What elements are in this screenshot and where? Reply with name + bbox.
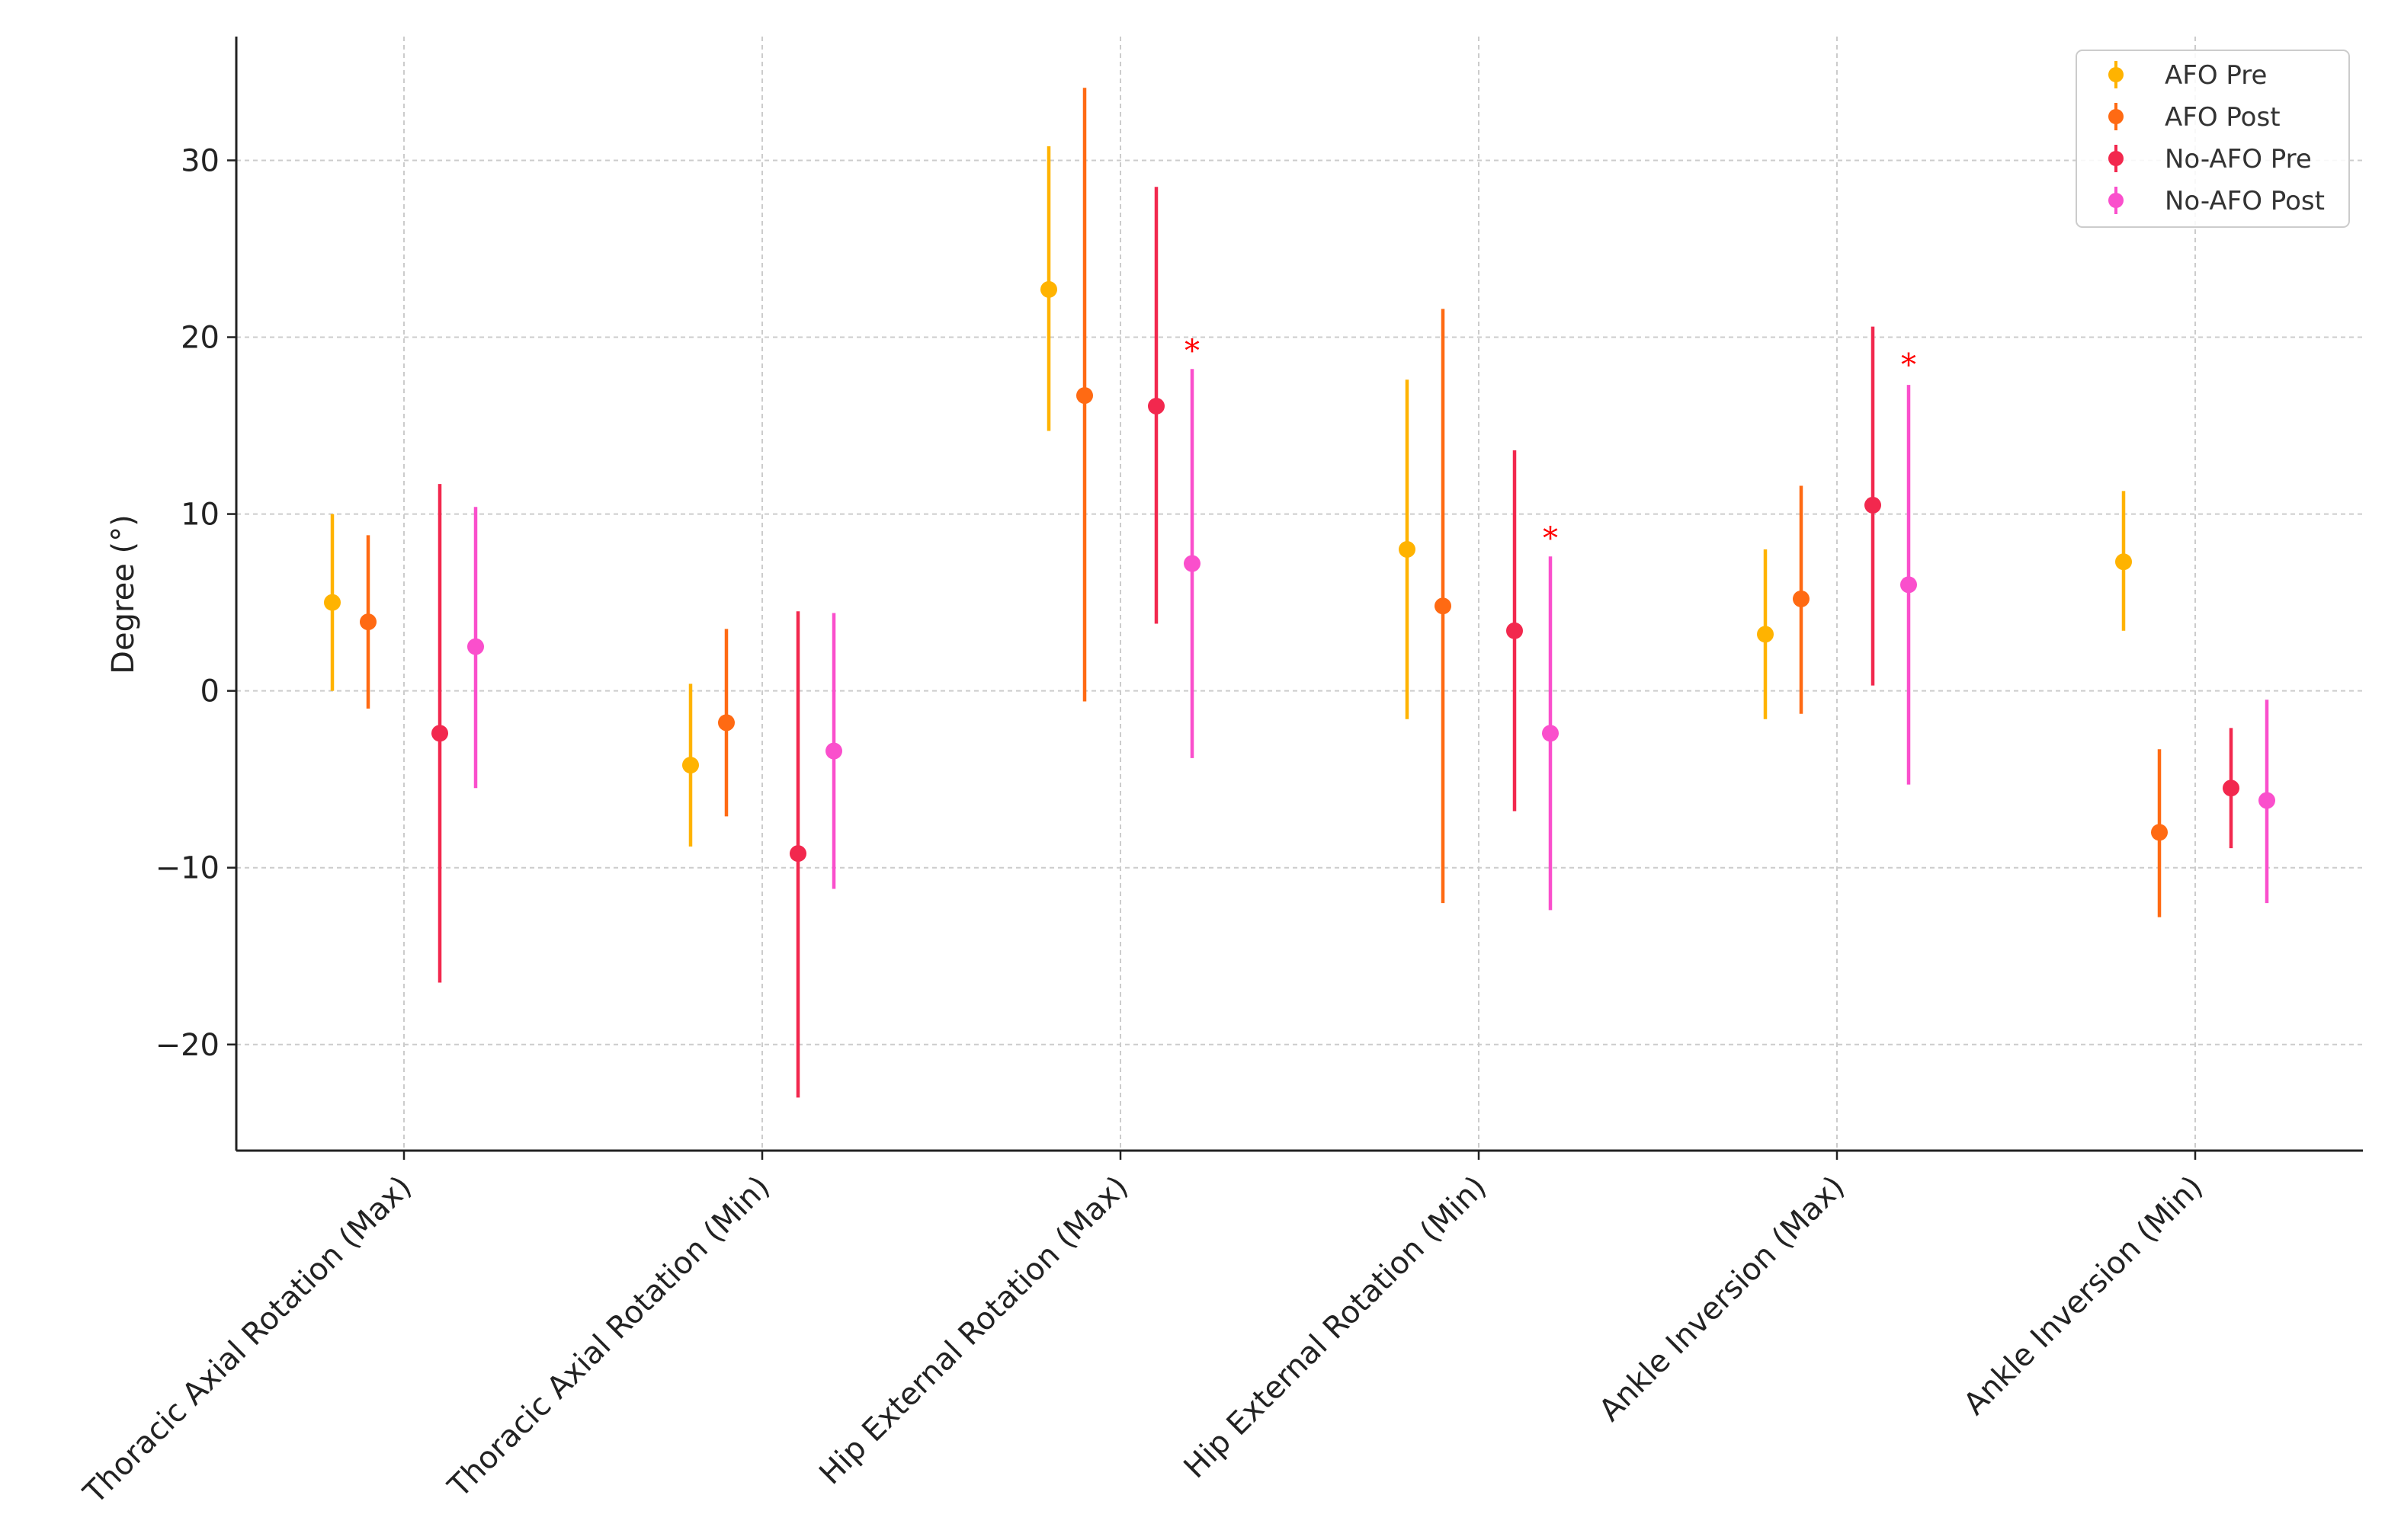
series-no-afo-post [467, 369, 2275, 911]
data-point [1435, 597, 1451, 615]
data-point [790, 845, 806, 863]
data-point [467, 638, 484, 655]
y-tick-label: 10 [181, 498, 220, 533]
x-category-labels: Thoracic Axial Rotation (Max) Thoracic Ax… [76, 1170, 2210, 1512]
data-point [324, 594, 341, 611]
data-point [682, 757, 699, 774]
data-point [2151, 824, 2168, 841]
data-point [360, 613, 377, 631]
significance-marker: * [1901, 347, 1916, 383]
data-point [2223, 780, 2239, 797]
significance-marker: * [1184, 334, 1200, 369]
x-category-label: Thoracic Axial Rotation (Max) [76, 1170, 418, 1512]
y-axis-title: Degree (°) [106, 514, 141, 674]
legend-label: AFO Post [2165, 102, 2281, 133]
data-point [1148, 398, 1165, 415]
data-point [1399, 540, 1415, 558]
axes [235, 37, 2363, 1160]
x-category-label: Thoracic Axial Rotation (Min) [441, 1170, 777, 1505]
data-point [1040, 280, 1057, 298]
series-no-afo-pre [431, 187, 2239, 1098]
legend-box [2076, 50, 2350, 228]
legend-label: No-AFO Post [2165, 186, 2325, 216]
y-tick-label: −20 [155, 1028, 220, 1063]
x-category-label: Hip External Rotation (Min) [1178, 1170, 1493, 1485]
significance-annotations: * * * [1184, 334, 1916, 556]
y-tick-label: 0 [200, 674, 220, 709]
significance-marker: * [1543, 521, 1558, 556]
data-point [1184, 555, 1201, 572]
x-category-label: Ankle Inversion (Min) [1957, 1170, 2210, 1423]
legend-swatch-dot [2108, 109, 2124, 124]
y-tick-label: 20 [181, 321, 220, 356]
y-ticks: −20 −10 0 10 20 30 [155, 143, 236, 1063]
data-point [2258, 792, 2275, 809]
data-point [1506, 622, 1523, 639]
data-point [1542, 725, 1559, 742]
series-afo-pre [324, 146, 2132, 847]
data-point [1793, 590, 1810, 607]
series-afo-post [360, 88, 2168, 917]
grid-lines [236, 37, 2363, 1151]
data-point [718, 714, 735, 732]
legend-label: No-AFO Pre [2165, 144, 2312, 174]
data-point [1900, 576, 1917, 594]
legend-swatch-dot [2108, 151, 2124, 166]
y-tick-label: −10 [155, 851, 220, 886]
x-category-label: Hip External Rotation (Max) [813, 1170, 1135, 1492]
y-tick-label: 30 [181, 143, 220, 178]
legend-label: AFO Pre [2165, 60, 2267, 91]
data-point [431, 725, 448, 742]
legend-swatch-dot [2108, 67, 2124, 82]
x-category-label: Ankle Inversion (Max) [1592, 1170, 1851, 1429]
legend: AFO Pre AFO Post No-AFO Pre No-AFO Post [2076, 50, 2350, 228]
data-point [825, 742, 842, 760]
data-point [2115, 553, 2132, 571]
data-point [1864, 496, 1881, 514]
data-series [324, 88, 2275, 1098]
data-point [1076, 387, 1093, 405]
data-point [1757, 626, 1774, 643]
legend-swatch-dot [2108, 193, 2124, 208]
